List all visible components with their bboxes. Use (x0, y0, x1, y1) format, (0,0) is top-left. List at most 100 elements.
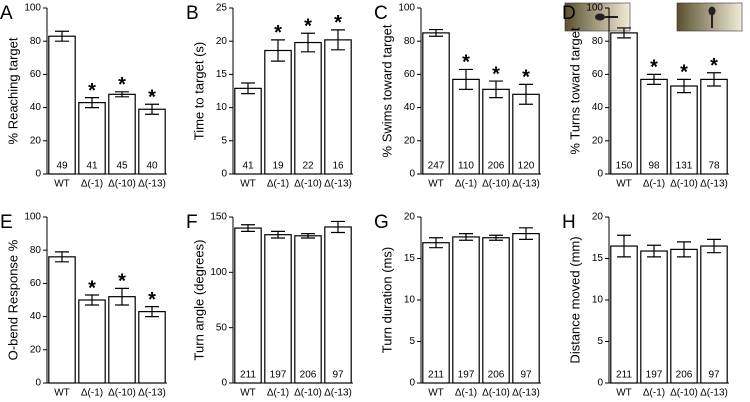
y-tick-label: 50 (216, 322, 228, 333)
y-tick-label: 0 (597, 169, 603, 180)
x-tick-label: Δ(-10) (482, 388, 510, 399)
bar (138, 108, 166, 175)
error-bar (429, 237, 443, 249)
y-tick-label: 100 (586, 3, 603, 14)
x-tick-label: Δ(-10) (670, 388, 698, 399)
panel-letter: B (186, 3, 199, 24)
y-tick-label: 20 (592, 135, 604, 146)
x-tick-label: Δ(-10) (294, 388, 322, 399)
bar (452, 236, 480, 384)
y-tick-label: 5 (597, 336, 603, 347)
y-tick-label: 60 (404, 69, 416, 80)
y-axis-label: O-bend Response % (5, 239, 20, 360)
significance-marker: * (118, 271, 126, 293)
y-tick-label: 10 (216, 102, 228, 113)
n-label: 40 (146, 161, 158, 172)
error-bar (647, 73, 661, 85)
error-bar (519, 83, 533, 105)
n-label: 110 (458, 161, 474, 172)
n-label: 49 (56, 161, 68, 172)
significance-marker: * (334, 12, 342, 34)
bar (294, 41, 322, 175)
significance-marker: * (274, 22, 282, 44)
panel-letter: D (562, 3, 576, 24)
panel-letter: F (186, 212, 198, 233)
bar (108, 296, 136, 384)
y-tick-label: 0 (35, 378, 41, 389)
y-tick-label: 60 (30, 69, 42, 80)
y-tick-label: 100 (24, 212, 41, 223)
x-tick-label: WT (240, 388, 256, 399)
y-tick-label: 10 (404, 295, 416, 306)
n-label: 206 (300, 370, 317, 381)
y-axis-label: % Turns toward target (567, 27, 582, 155)
x-tick-label: Δ(-1) (81, 179, 103, 190)
n-label: 97 (332, 370, 344, 381)
panel-letter: H (562, 212, 576, 233)
y-tick-label: 60 (30, 278, 42, 289)
x-tick-label: Δ(-13) (324, 179, 352, 190)
error-bar (489, 80, 503, 99)
x-tick-label: Δ(-13) (324, 388, 352, 399)
y-tick-label: 20 (592, 212, 604, 223)
x-tick-label: Δ(-10) (482, 179, 510, 190)
n-label: 247 (428, 161, 445, 172)
significance-marker: * (88, 277, 96, 299)
error-bar (55, 251, 69, 263)
error-bar (331, 29, 345, 51)
panel-letter: C (374, 3, 388, 24)
bar (324, 226, 352, 384)
x-tick-label: Δ(-13) (512, 388, 540, 399)
bar (138, 311, 166, 384)
n-label: 22 (302, 161, 314, 172)
x-tick-label: Δ(-1) (643, 179, 665, 190)
y-tick-label: 20 (30, 135, 42, 146)
error-bar (617, 234, 631, 258)
y-tick-label: 40 (404, 102, 416, 113)
error-bar (271, 39, 285, 62)
y-axis-label: Turn angle (degrees) (191, 240, 206, 361)
x-tick-label: Δ(-13) (700, 388, 728, 399)
bar (294, 235, 322, 384)
n-label: 197 (270, 370, 287, 381)
bar (452, 78, 480, 175)
y-tick-label: 80 (30, 245, 42, 256)
panel-letter: E (0, 212, 13, 233)
n-label: 41 (242, 161, 254, 172)
error-bar (677, 241, 691, 258)
y-axis-label: Distance moved (mm) (567, 236, 582, 363)
inset-c (564, 2, 631, 32)
n-label: 78 (708, 161, 720, 172)
significance-marker: * (492, 63, 500, 85)
error-bar (85, 294, 99, 306)
error-bar (241, 82, 255, 95)
y-tick-label: 80 (404, 36, 416, 47)
panel-letter: G (374, 212, 389, 233)
bar (610, 245, 638, 384)
significance-marker: * (522, 67, 530, 89)
x-tick-label: WT (428, 179, 444, 190)
y-tick-label: 20 (404, 135, 416, 146)
bar (512, 233, 540, 384)
y-tick-label: 0 (597, 378, 603, 389)
y-tick-label: 10 (592, 295, 604, 306)
y-tick-label: 80 (592, 36, 604, 47)
n-label: 131 (676, 161, 693, 172)
y-tick-label: 15 (404, 253, 416, 264)
bar (670, 85, 698, 175)
error-bar (617, 27, 631, 39)
error-bar (489, 234, 503, 241)
error-bar (459, 68, 473, 90)
significance-marker: * (148, 289, 156, 311)
significance-marker: * (304, 16, 312, 38)
x-tick-label: Δ(-1) (643, 388, 665, 399)
x-tick-label: Δ(-1) (455, 179, 477, 190)
error-bar (707, 72, 721, 87)
y-tick-label: 150 (210, 212, 227, 223)
significance-marker: * (650, 57, 658, 79)
n-label: 206 (488, 161, 505, 172)
x-tick-label: Δ(-10) (294, 179, 322, 190)
significance-marker: * (148, 87, 156, 109)
bar (482, 237, 510, 384)
